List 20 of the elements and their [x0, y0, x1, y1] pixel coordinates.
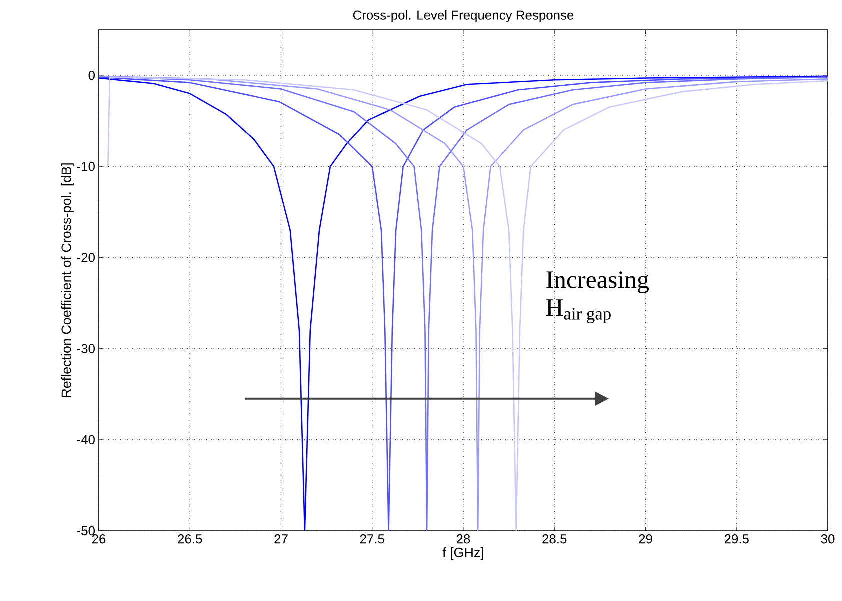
- annotation: Increasing: [546, 272, 649, 294]
- y-tick-label: -30: [77, 344, 95, 354]
- y-tick-label: -40: [77, 435, 95, 444]
- x-tick-label: 29: [639, 534, 652, 544]
- y-axis-title: Reflection Coefficient of Cross-pol. [dB]: [61, 164, 74, 398]
- y-tick-label: 0: [88, 70, 95, 80]
- annotation: $\text{H}_{\text{air gap}}$: [546, 300, 611, 324]
- y-tick-label: -10: [77, 162, 95, 172]
- chart-title: Cross-pol. Level Frequency Response: [353, 10, 574, 22]
- x-tick-label: 28: [456, 534, 470, 544]
- x-tick-label: 27: [274, 534, 288, 544]
- x-tick-label: 30: [821, 534, 835, 544]
- x-tick-label: 29.5: [724, 534, 749, 544]
- y-tick-label: -20: [77, 253, 95, 262]
- x-tick-label: 26.5: [178, 534, 202, 544]
- x-tick-label: 27.5: [360, 534, 384, 544]
- y-tick-label: -50: [77, 526, 95, 536]
- x-tick-label: 28.5: [542, 534, 567, 544]
- x-tick-label: 26: [92, 534, 106, 544]
- x-axis-title: f [GHz]: [442, 548, 484, 560]
